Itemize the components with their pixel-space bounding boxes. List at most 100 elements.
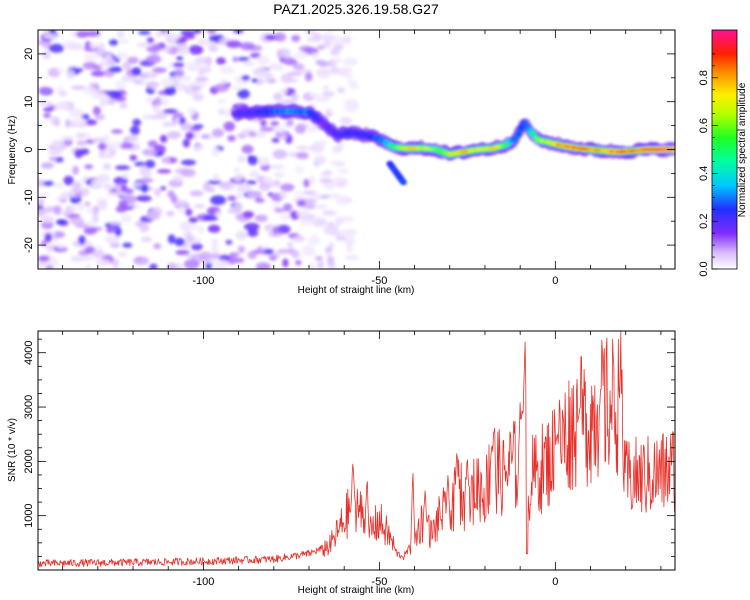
spectrogram-noise-blob: [210, 147, 220, 158]
spectrogram-noise-blob: [109, 149, 117, 156]
spectrogram-noise-blob: [140, 183, 149, 193]
spectrogram-noise-blob: [325, 247, 332, 252]
spectrogram-noise-blob: [189, 127, 202, 132]
spectrogram-noise-blob: [175, 250, 190, 255]
spectrogram-noise-blob: [185, 62, 201, 72]
spectrogram-noise-blob: [172, 175, 184, 182]
spectrogram-noise-blob: [161, 157, 171, 164]
spectrogram-noise-blob: [142, 113, 153, 121]
spectrogram-noise-blob: [146, 37, 154, 44]
spectrogram-noise-blob: [92, 250, 105, 259]
spectrogram-noise-blob: [216, 57, 226, 65]
colorbar-gradient: [712, 30, 737, 269]
spectrogram-noise-blob: [146, 211, 161, 220]
spectrogram-noise-blob: [346, 79, 358, 86]
spectrogram-noise-blob: [322, 170, 333, 175]
spectrogram-noise-blob: [332, 57, 343, 64]
spectrogram-noise-blob: [301, 245, 316, 254]
spectrogram-noise-blob: [321, 33, 335, 42]
spectrogram-noise-blob: [255, 262, 271, 269]
spectrogram-noise-blob: [99, 58, 108, 68]
spectrogram-noise-blob: [150, 85, 158, 90]
spectrogram-noise-blob: [317, 44, 326, 50]
spectrogram-noise-blob: [212, 174, 220, 181]
spectrogram-noise-blob: [329, 160, 342, 165]
spectrogram-noise-blob: [338, 216, 355, 222]
spectrogram-noise-blob: [154, 188, 162, 197]
spectrogram-noise-blob: [78, 235, 86, 245]
spectrogram-noise-blob: [211, 238, 218, 247]
x-tick-label: 0: [552, 275, 558, 287]
spectrogram-noise-blob: [294, 191, 305, 196]
colorbar-tick-label: 0.0: [698, 261, 710, 276]
spectrogram-noise-blob: [343, 57, 358, 66]
spectrogram-noise-blob: [184, 34, 196, 40]
spectrogram-noise-blob: [39, 215, 55, 223]
spectrogram-noise-blob: [168, 179, 184, 188]
spectrogram-noise-blob: [43, 33, 58, 40]
spectrogram-noise-blob: [181, 159, 196, 166]
colorbar-label: Normalized spectral amplitude: [737, 82, 748, 217]
spectrogram-noise-blob: [207, 224, 221, 233]
spectrogram-noise-blob: [276, 224, 291, 234]
spectrogram-noise-blob: [75, 223, 89, 229]
spectrogram-noise-blob: [122, 61, 132, 70]
spectrogram-noise-blob: [167, 262, 177, 269]
spectrogram-noise-blob: [315, 59, 326, 65]
spectrogram-noise-blob: [337, 168, 349, 174]
spectrogram-noise-blob: [273, 172, 285, 178]
spectrogram-noise-blob: [329, 230, 342, 236]
spectrogram-noise-blob: [43, 112, 51, 118]
spectrogram-noise-blob: [74, 67, 84, 73]
spectrogram-noise-blob: [80, 256, 94, 261]
spectrogram-noise-blob: [337, 142, 346, 147]
spectrogram-noise-blob: [108, 66, 123, 73]
spectrogram-noise-blob: [311, 52, 319, 60]
spectrogram-noise-blob: [166, 131, 181, 139]
spectrogram-ridge-layer: [230, 103, 675, 186]
spectrogram-noise-blob: [71, 85, 86, 90]
spectrogram-noise-blob: [309, 193, 321, 201]
spectrogram-noise-blob: [306, 37, 317, 42]
spectrogram-noise-blob: [230, 85, 242, 90]
spectrogram-noise-blob: [294, 51, 309, 59]
spectrogram-noise-blob: [60, 191, 71, 200]
spectrogram-noise-blob: [279, 213, 291, 221]
spectrogram-noise-blob: [232, 56, 239, 63]
spectrogram-noise-blob: [110, 129, 123, 134]
spectrogram-noise-blob: [109, 221, 123, 226]
spectrogram-noise-blob: [172, 62, 185, 68]
spectrogram-noise-blob: [194, 145, 205, 150]
y-tick-label: 10: [23, 96, 35, 108]
spectrogram-noise-blob: [282, 57, 296, 66]
spectrogram-noise-blob: [296, 199, 306, 207]
figure-title: PAZ1.2025.326.19.58.G27: [273, 1, 439, 17]
colorbar-tick-label: 0.6: [698, 118, 710, 133]
spectrogram-noise-blob: [84, 246, 96, 255]
spectrogram-noise-blob: [274, 126, 286, 134]
spectrogram-noise-blob: [83, 54, 98, 62]
spectrogram-noise-blob: [118, 142, 134, 149]
spectrogram-noise-blob: [237, 89, 250, 99]
spectrogram-noise-blob: [129, 154, 137, 161]
spectrogram-noise-blob: [279, 189, 287, 200]
spectrogram-noise-blob: [42, 107, 54, 112]
spectrogram-noise-blob: [53, 118, 61, 127]
spectrogram-noise-blob: [92, 213, 99, 224]
spectrogram-noise-blob: [315, 68, 332, 76]
spectrogram-noise-blob: [258, 156, 270, 167]
spectrogram-noise-blob: [220, 79, 228, 85]
spectrogram-noise-blob: [199, 251, 212, 261]
spectrogram-noise-blob: [48, 150, 63, 155]
spectrogram-noise-blob: [86, 207, 98, 214]
spectrogram-noise-blob: [249, 170, 260, 179]
spectrogram-noise-blob: [109, 188, 118, 193]
spectrogram-noise-blob: [237, 155, 247, 163]
spectrogram-noise-blob: [247, 228, 259, 237]
spectrogram-noise-blob: [65, 118, 71, 128]
spectrogram-ridge-branch: [399, 179, 407, 186]
spectrogram-noise-blob: [42, 39, 52, 49]
spectrogram-x-axis-label: Height of straight line (km): [298, 285, 415, 296]
spectrogram-noise-blob: [282, 258, 289, 268]
